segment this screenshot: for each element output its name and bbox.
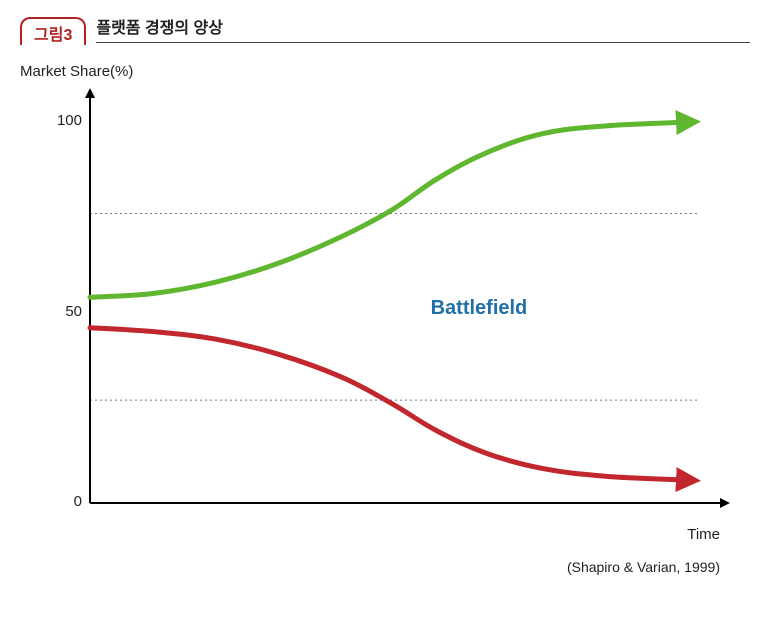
figure-header: 그림3 플랫폼 경쟁의 양상 [0,0,770,43]
chart-container: Market Share(%) 100 50 0 Battlefield Tim… [20,63,750,583]
figure-title-wrap: 플랫폼 경쟁의 양상 [96,14,750,43]
y-tick-50: 50 [42,303,82,320]
y-axis-label: Market Share(%) [20,63,133,80]
source-citation: (Shapiro & Varian, 1999) [567,559,720,575]
y-tick-100: 100 [42,112,82,129]
series-loser [90,328,689,480]
chart-svg [20,63,750,583]
figure-title: 플랫폼 경쟁의 양상 [96,20,223,37]
y-tick-0: 0 [42,493,82,510]
x-axis-label: Time [687,526,720,543]
figure-badge: 그림3 [20,17,86,45]
battlefield-annotation: Battlefield [431,297,528,320]
series-winner [90,122,689,297]
